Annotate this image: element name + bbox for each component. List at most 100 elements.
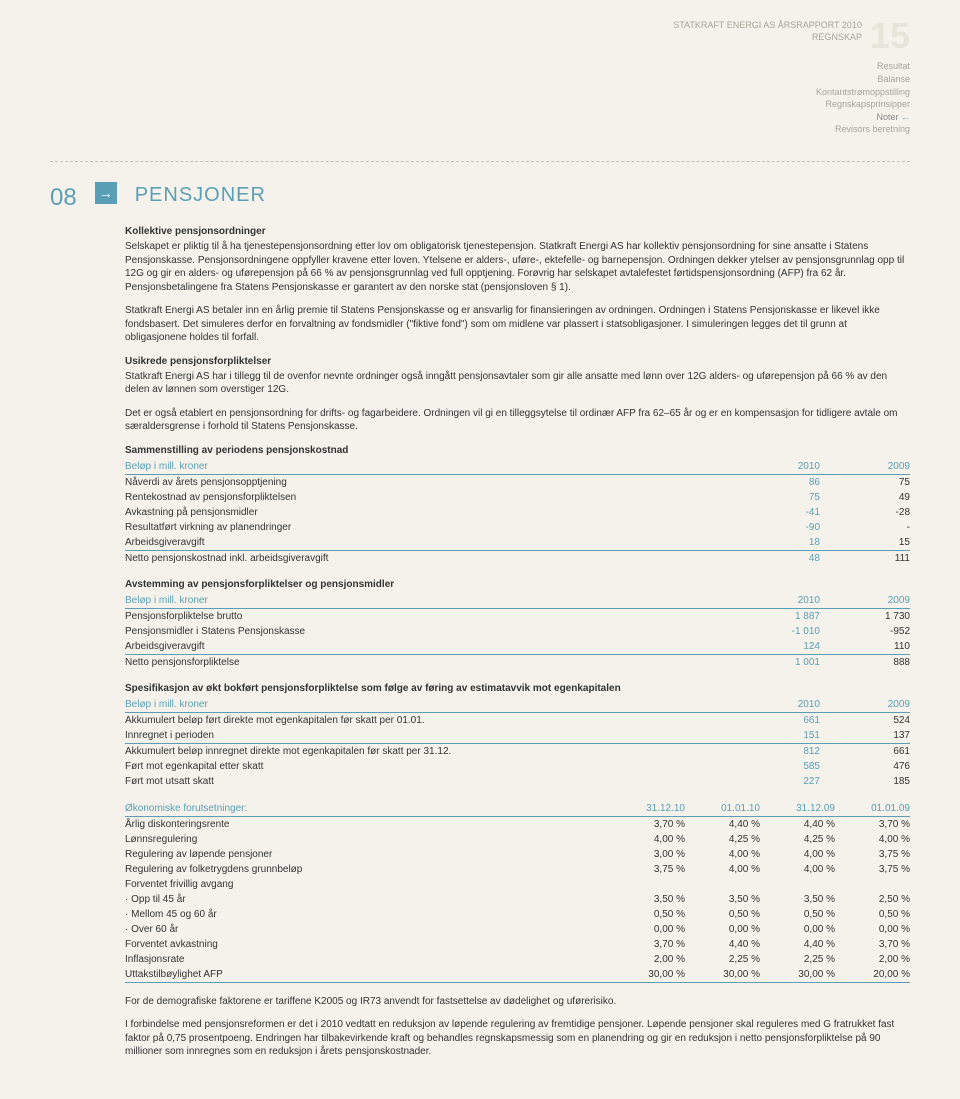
row-label: · Mellom 45 og 60 år: [125, 907, 610, 922]
cell-value: 0,50 %: [610, 907, 685, 922]
row-label: Årlig diskonteringsrente: [125, 816, 610, 832]
paragraph: I forbindelse med pensjonsreformen er de…: [125, 1018, 910, 1059]
table-row: Avkastning på pensjonsmidler-41-28: [125, 505, 910, 520]
cell-value: 3,50 %: [760, 892, 835, 907]
cell-value: 151: [730, 728, 820, 744]
row-label: Ført mot egenkapital etter skatt: [125, 759, 730, 774]
cell-value: 18: [730, 535, 820, 551]
cell-value: 0,00 %: [610, 922, 685, 937]
table-row: Resultatført virkning av planendringer-9…: [125, 520, 910, 535]
cell-value: -1 010: [730, 624, 820, 639]
header-text: STATKRAFT ENERGI AS ÅRSRAPPORT 2010 REGN…: [673, 20, 862, 43]
unit-label: Beløp i mill. kroner: [125, 593, 730, 609]
cell-value: 1 730: [820, 608, 910, 624]
cell-value: 4,40 %: [685, 816, 760, 832]
table-row: Forventet avkastning3,70 %4,40 %4,40 %3,…: [125, 937, 910, 952]
assumptions-table: Økonomiske forutsetninger: 31.12.10 01.0…: [125, 801, 910, 983]
toc-item: Balanse: [50, 73, 910, 86]
row-label: Resultatført virkning av planendringer: [125, 520, 730, 535]
note-content: Kollektive pensjonsordninger Selskapet e…: [125, 225, 910, 1059]
cell-value: 4,00 %: [760, 847, 835, 862]
total-value: 111: [820, 550, 910, 566]
row-label: Innregnet i perioden: [125, 728, 730, 744]
col-header: 2009: [820, 697, 910, 713]
reconciliation-table: Beløp i mill. kroner 2010 2009 Pensjonsf…: [125, 593, 910, 670]
col-header: 31.12.10: [610, 801, 685, 817]
section-name: REGNSKAP: [673, 32, 862, 44]
cell-value: 3,75 %: [835, 862, 910, 877]
table-row: Pensjonsmidler i Statens Pensjonskasse-1…: [125, 624, 910, 639]
row-label: Regulering av løpende pensjoner: [125, 847, 610, 862]
row-label: Arbeidsgiveravgift: [125, 535, 730, 551]
cell-value: 30,00 %: [685, 967, 760, 983]
paragraph: Statkraft Energi AS har i tillegg til de…: [125, 370, 910, 397]
toc-item: Resultat: [50, 60, 910, 73]
cell-value: [760, 877, 835, 892]
row-label: Forventet avkastning: [125, 937, 610, 952]
cell-value: 3,75 %: [610, 862, 685, 877]
cell-value: 0,50 %: [685, 907, 760, 922]
cell-value: 3,50 %: [610, 892, 685, 907]
cell-value: 0,00 %: [685, 922, 760, 937]
row-label: Uttakstilbøylighet AFP: [125, 967, 610, 983]
toc-links: Resultat Balanse Kontantstrømoppstilling…: [50, 60, 910, 136]
table-row: Regulering av løpende pensjoner3,00 %4,0…: [125, 847, 910, 862]
cell-value: 75: [820, 474, 910, 490]
table-row: Arbeidsgiveravgift1815: [125, 535, 910, 551]
table-title: Økonomiske forutsetninger:: [125, 801, 610, 817]
company-name: STATKRAFT ENERGI AS ÅRSRAPPORT 2010: [673, 20, 862, 32]
cell-value: 524: [820, 712, 910, 728]
cell-value: -: [820, 520, 910, 535]
row-label: Lønnsregulering: [125, 832, 610, 847]
col-header: 2010: [730, 697, 820, 713]
table-row: Ført mot utsatt skatt227185: [125, 774, 910, 789]
cell-value: 4,00 %: [835, 832, 910, 847]
table-title: Spesifikasjon av økt bokført pensjonsfor…: [125, 682, 910, 695]
row-label: Ført mot utsatt skatt: [125, 774, 730, 789]
spec-table: Beløp i mill. kroner 2010 2009 Akkumuler…: [125, 697, 910, 789]
toc-item: Revisors beretning: [50, 123, 910, 136]
row-label: Inflasjonsrate: [125, 952, 610, 967]
table-row: · Mellom 45 og 60 år0,50 %0,50 %0,50 %0,…: [125, 907, 910, 922]
row-label: · Over 60 år: [125, 922, 610, 937]
table-row: Akkumulert beløp ført direkte mot egenka…: [125, 712, 910, 728]
cell-value: 1 887: [730, 608, 820, 624]
cell-value: 585: [730, 759, 820, 774]
document-page: STATKRAFT ENERGI AS ÅRSRAPPORT 2010 REGN…: [0, 0, 960, 1099]
cell-value: 3,70 %: [835, 816, 910, 832]
cell-value: 4,40 %: [760, 816, 835, 832]
cell-value: [835, 877, 910, 892]
table-row: · Over 60 år0,00 %0,00 %0,00 %0,00 %: [125, 922, 910, 937]
cell-value: 75: [730, 490, 820, 505]
paragraph: For de demografiske faktorene er tariffe…: [125, 995, 910, 1009]
page-header: STATKRAFT ENERGI AS ÅRSRAPPORT 2010 REGN…: [50, 20, 910, 52]
cell-value: 227: [730, 774, 820, 789]
cell-value: 30,00 %: [760, 967, 835, 983]
cell-value: 15: [820, 535, 910, 551]
mid-value: 661: [820, 743, 910, 759]
section-heading: Kollektive pensjonsordninger: [125, 225, 910, 238]
mid-value: 812: [730, 743, 820, 759]
total-value: 888: [820, 654, 910, 670]
row-label: Arbeidsgiveravgift: [125, 639, 730, 655]
cell-value: 49: [820, 490, 910, 505]
cell-value: 137: [820, 728, 910, 744]
arrow-left-icon: ←: [901, 112, 910, 122]
row-label: Akkumulert beløp ført direkte mot egenka…: [125, 712, 730, 728]
mid-label: Akkumulert beløp innregnet direkte mot e…: [125, 743, 730, 759]
cell-value: 2,25 %: [685, 952, 760, 967]
cell-value: 20,00 %: [835, 967, 910, 983]
arrow-right-icon: →: [95, 182, 117, 204]
row-label: · Opp til 45 år: [125, 892, 610, 907]
row-label: Rentekostnad av pensjonsforpliktelsen: [125, 490, 730, 505]
total-value: 48: [730, 550, 820, 566]
table-row: Innregnet i perioden151137: [125, 728, 910, 744]
cell-value: 4,00 %: [760, 862, 835, 877]
table-row: Inflasjonsrate2,00 %2,25 %2,25 %2,00 %: [125, 952, 910, 967]
cell-value: 2,50 %: [835, 892, 910, 907]
col-header: 2009: [820, 459, 910, 475]
cell-value: 476: [820, 759, 910, 774]
col-header: 01.01.10: [685, 801, 760, 817]
cell-value: 30,00 %: [610, 967, 685, 983]
col-header: 2010: [730, 593, 820, 609]
